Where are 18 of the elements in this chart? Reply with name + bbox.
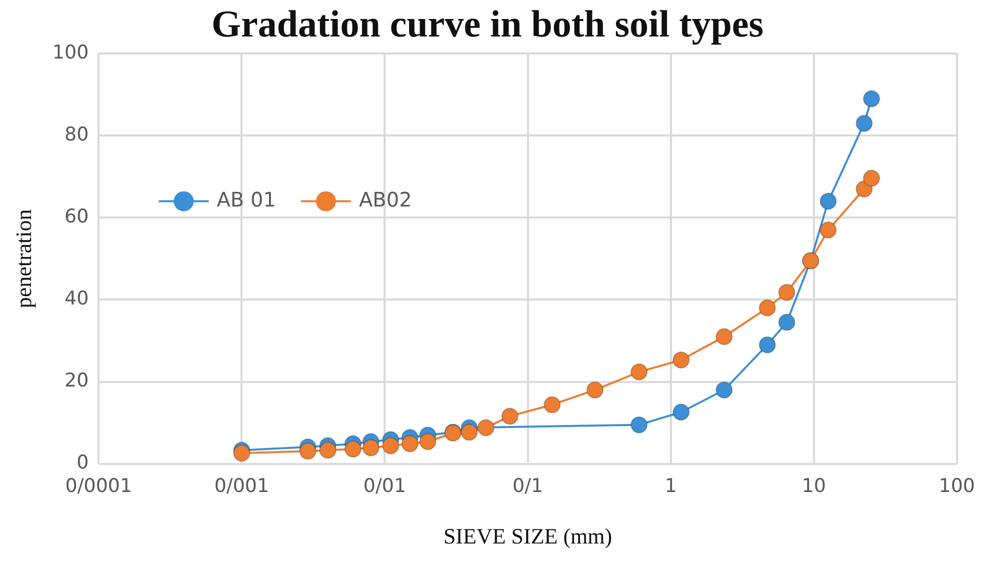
x-tick-label: 0/001 — [214, 475, 270, 498]
y-tick-label: 80 — [64, 124, 89, 146]
y-tick-label: 0 — [76, 452, 89, 474]
chart-title: Gradation curve in both soil types — [211, 4, 764, 46]
legend-label: AB02 — [358, 187, 412, 212]
x-tick-label: 100 — [938, 475, 975, 498]
legend-label: AB 01 — [216, 187, 276, 212]
x-axis-title: SIEVE SIZE (mm) — [443, 524, 612, 549]
y-axis-title: penetration — [10, 209, 36, 308]
y-tick-label: 20 — [64, 370, 89, 392]
y-tick-label: 40 — [64, 288, 89, 310]
x-tick-label: 0/0001 — [65, 475, 132, 498]
y-tick-label: 60 — [64, 206, 89, 228]
x-tick-label: 0/1 — [512, 475, 544, 498]
x-tick-label: 10 — [802, 475, 826, 498]
x-tick-label: 1 — [664, 475, 677, 498]
x-tick-label: 0/01 — [363, 475, 406, 498]
y-tick-label: 100 — [52, 42, 89, 64]
